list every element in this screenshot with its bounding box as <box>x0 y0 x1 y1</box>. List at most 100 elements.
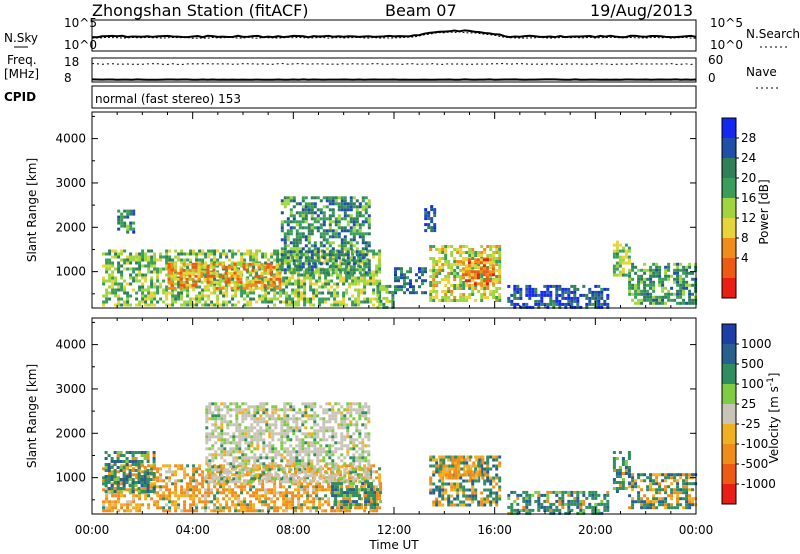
heatmap-cell <box>491 282 495 286</box>
heatmap-cell <box>128 478 132 481</box>
heatmap-cell <box>375 500 379 504</box>
heatmap-cell <box>189 503 193 507</box>
heatmap-cell <box>322 223 326 227</box>
heatmap-cell <box>358 259 362 263</box>
heatmap-cell <box>489 266 493 269</box>
heatmap-cell <box>247 408 251 412</box>
heatmap-cell <box>120 285 124 289</box>
heatmap-cell <box>107 469 111 472</box>
heatmap-cell <box>162 291 166 295</box>
heatmap-cell <box>144 300 148 304</box>
heatmap-cell <box>441 269 445 272</box>
heatmap-cell <box>333 467 337 471</box>
heatmap-cell <box>319 271 323 275</box>
heatmap-cell <box>375 470 379 474</box>
heatmap-cell <box>150 485 154 489</box>
heatmap-cell <box>165 509 169 513</box>
heatmap-cell <box>207 494 211 498</box>
heatmap-cell <box>315 294 319 298</box>
heatmap-cell <box>685 265 689 269</box>
heatmap-cell <box>378 252 382 256</box>
heatmap-cell <box>339 258 343 262</box>
heatmap-cell <box>307 208 311 212</box>
heatmap-cell <box>310 408 314 412</box>
heatmap-cell <box>239 262 243 266</box>
heatmap-cell <box>244 435 248 439</box>
heatmap-cell <box>310 417 314 421</box>
heatmap-cell <box>306 506 310 510</box>
heatmap-cell <box>141 503 145 507</box>
heatmap-cell <box>231 494 235 498</box>
heatmap-cell <box>468 287 472 290</box>
heatmap-cell <box>111 276 115 280</box>
heatmap-cell <box>270 273 274 277</box>
heatmap-cell <box>462 281 466 284</box>
heatmap-cell <box>313 474 317 478</box>
heatmap-cell <box>444 296 448 299</box>
heatmap-cell <box>168 491 172 495</box>
heatmap-cell <box>171 300 175 304</box>
heatmap-cell <box>273 488 277 492</box>
heatmap-cell <box>162 509 166 513</box>
heatmap-cell <box>204 506 208 510</box>
heatmap-cell <box>361 453 365 457</box>
heatmap-cell <box>182 262 186 266</box>
heatmap-cell <box>264 288 268 292</box>
heatmap-cell <box>288 500 292 504</box>
heatmap-cell <box>280 444 284 448</box>
heatmap-cell <box>364 405 368 409</box>
heatmap-cell <box>361 205 365 209</box>
heatmap-cell <box>303 300 307 304</box>
heatmap-cell <box>131 490 135 493</box>
heatmap-cell <box>325 471 329 475</box>
heatmap-cell <box>232 465 236 469</box>
heatmap-cell <box>180 261 184 265</box>
heatmap-cell <box>516 287 520 291</box>
heatmap-cell <box>138 497 142 501</box>
heatmap-cell <box>358 474 362 478</box>
heatmap-cell <box>325 453 329 457</box>
heatmap-cell <box>612 255 616 259</box>
heatmap-cell <box>318 300 322 304</box>
heatmap-cell <box>150 488 154 492</box>
heatmap-cell <box>459 269 463 272</box>
heatmap-cell <box>214 453 218 457</box>
heatmap-cell <box>309 467 313 471</box>
heatmap-cell <box>223 453 227 457</box>
heatmap-cell <box>485 261 489 265</box>
heatmap-cell <box>123 464 127 468</box>
heatmap-cell <box>288 497 292 501</box>
heatmap-cell <box>170 262 174 266</box>
heatmap-cell <box>397 285 400 289</box>
heatmap-cell <box>295 232 299 236</box>
heatmap-cell <box>438 260 442 263</box>
heatmap-cell <box>364 211 368 215</box>
heatmap-cell <box>432 269 436 272</box>
heatmap-cell <box>378 291 382 295</box>
heatmap-cell <box>289 468 293 472</box>
heatmap-cell <box>667 268 671 272</box>
heatmap-cell <box>495 257 499 260</box>
heatmap-cell <box>147 294 151 298</box>
heatmap-cell <box>146 478 150 481</box>
heatmap-cell <box>137 487 141 490</box>
heatmap-cell <box>435 296 439 299</box>
heatmap-cell <box>336 273 340 277</box>
heatmap-cell <box>628 271 632 275</box>
heatmap-cell <box>477 290 481 293</box>
heatmap-cell <box>188 268 192 272</box>
heatmap-cell <box>591 293 595 297</box>
heatmap-cell <box>174 288 178 292</box>
heatmap-cell <box>260 271 264 275</box>
heatmap-cell <box>331 468 335 472</box>
heatmap-cell <box>480 296 484 299</box>
heatmap-cell <box>331 405 335 409</box>
heatmap-cell <box>259 453 263 457</box>
heatmap-cell <box>634 292 638 296</box>
heatmap-cell <box>110 466 114 469</box>
heatmap-cell <box>369 276 373 280</box>
heatmap-cell <box>600 302 604 306</box>
heatmap-cell <box>102 282 106 286</box>
heatmap-cell <box>444 248 448 251</box>
heatmap-cell <box>676 265 680 269</box>
